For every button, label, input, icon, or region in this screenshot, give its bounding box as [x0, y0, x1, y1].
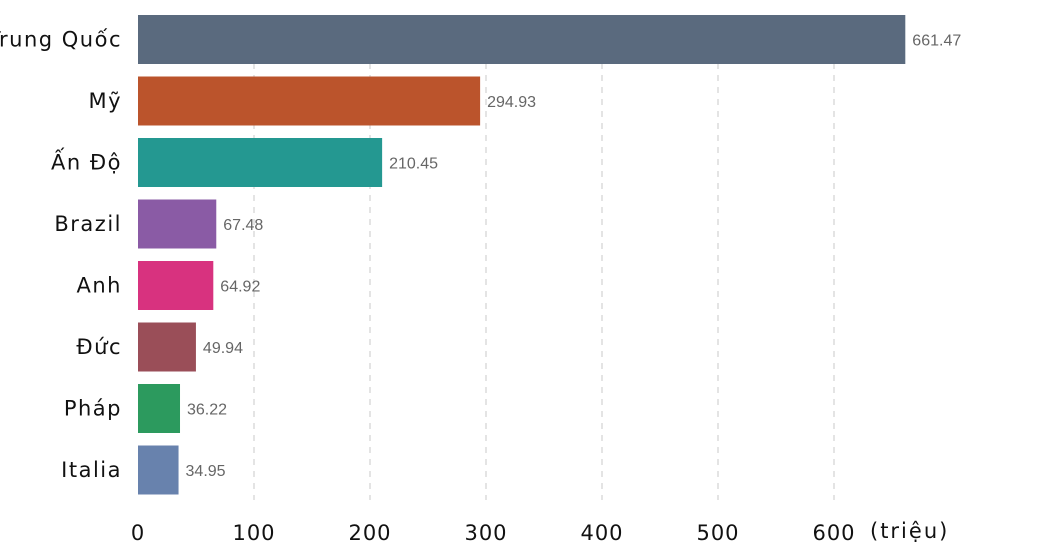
x-axis-unit-label: (triệu): [870, 519, 949, 543]
category-label-5: Đức: [76, 335, 122, 359]
bar-5: [138, 322, 196, 372]
bar-6: [138, 384, 181, 433]
value-label-6: 36.22: [187, 402, 227, 419]
x-tick-label-400: 400: [580, 521, 623, 545]
bar-4: [138, 261, 214, 310]
x-tick-label-0: 0: [131, 521, 145, 545]
x-tick-label-200: 200: [348, 521, 391, 545]
bars: [138, 15, 906, 495]
grid: [253, 15, 835, 500]
category-label-7: Italia: [61, 458, 122, 482]
x-tick-label-500: 500: [696, 521, 739, 545]
bar-2: [138, 138, 383, 187]
bar-0: [138, 15, 906, 64]
bar-3: [138, 199, 217, 249]
value-label-0: 661.47: [912, 33, 961, 50]
x-tick-label-600: 600: [812, 521, 855, 545]
category-label-3: Brazil: [54, 212, 122, 236]
category-label-0: Trung Quốc: [0, 28, 122, 52]
value-label-4: 64.92: [220, 279, 260, 296]
bar-1: [138, 76, 481, 126]
value-label-1: 294.93: [487, 94, 536, 111]
x-tick-label-100: 100: [232, 521, 275, 545]
category-label-6: Pháp: [64, 397, 122, 421]
category-label-4: Anh: [77, 274, 123, 298]
x-tick-label-300: 300: [464, 521, 507, 545]
category-label-1: Mỹ: [88, 89, 122, 113]
category-label-2: Ấn Độ: [51, 148, 122, 175]
value-label-3: 67.48: [223, 217, 263, 234]
value-label-5: 49.94: [203, 340, 243, 357]
bar-7: [138, 445, 179, 495]
labels: 0 100 200 300 400 500 600 Trung Quốc 661.47 Mỹ 294…: [0, 28, 961, 546]
value-label-7: 34.95: [186, 463, 226, 480]
value-label-2: 210.45: [389, 156, 438, 173]
